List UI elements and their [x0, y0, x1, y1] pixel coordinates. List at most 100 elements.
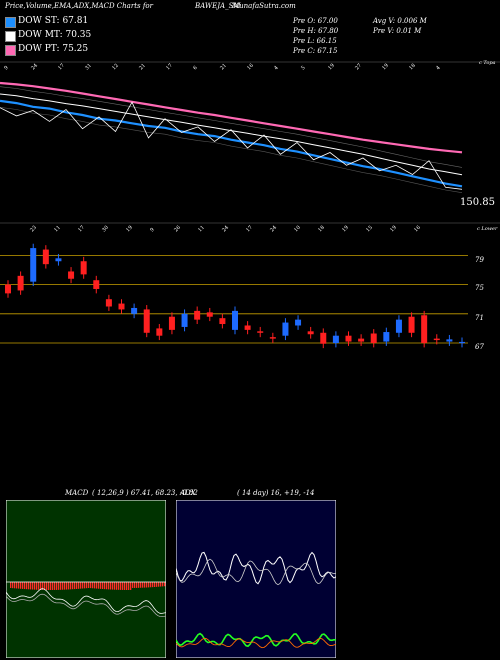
macd-background	[6, 500, 166, 658]
macd-label: MACD	[65, 489, 89, 497]
candle-body	[68, 271, 75, 279]
candle-body	[244, 325, 251, 330]
candle-body	[143, 309, 150, 333]
candle-body	[156, 328, 163, 336]
candle-body	[194, 310, 201, 320]
dow-st-line	[0, 99, 463, 188]
candle-body	[307, 331, 314, 335]
macd-hist-bar	[46, 582, 48, 590]
candle-body	[408, 316, 415, 333]
candle-body	[131, 307, 138, 314]
macd-hist-bar	[138, 582, 140, 588]
macd-signal-line	[6, 593, 166, 618]
macd-hist-bar	[74, 582, 76, 590]
macd-hist-bar	[136, 582, 138, 588]
macd-hist-bar	[120, 582, 122, 590]
price-date-label: 17	[165, 63, 174, 72]
macd-hist-bar	[144, 582, 146, 588]
macd-hist-bar	[106, 582, 108, 590]
envelope-upper-line	[0, 86, 463, 168]
macd-hist-bar	[78, 582, 80, 589]
candle-body	[5, 284, 11, 294]
candle-date-label: 10	[293, 225, 302, 233]
macd-hist-bar	[24, 582, 26, 590]
candle-body	[55, 258, 62, 262]
price-date-label: 4	[435, 65, 441, 71]
macd-hist-bar	[64, 582, 66, 590]
macd-hist-bar	[158, 582, 160, 587]
macd-hist-bar	[146, 582, 148, 588]
y-label-71: 71	[475, 314, 484, 322]
macd-hist-bar	[14, 582, 16, 589]
macd-hist-bar	[122, 582, 124, 590]
candle-date-label: 30	[101, 225, 110, 233]
close-price-line	[0, 101, 463, 190]
macd-hist-bar	[102, 582, 104, 590]
macd-hist-bar	[160, 582, 162, 587]
macd-hist-bar	[80, 582, 82, 589]
candle-body	[93, 280, 100, 289]
macd-hist-bar	[126, 582, 128, 590]
macd-hist-bar	[42, 582, 44, 590]
macd-hist-bar	[12, 582, 14, 589]
macd-hist-bar	[132, 582, 134, 588]
macd-hist-bar	[10, 582, 12, 588]
candle-date-label: 23	[29, 225, 38, 233]
y-label-75: 75	[475, 284, 484, 292]
candle-date-label: 9	[149, 227, 155, 233]
candle-body	[206, 312, 213, 317]
macd-hist-bar	[66, 582, 68, 590]
macd-hist-bar	[130, 582, 132, 590]
macd-hist-bar	[22, 582, 24, 589]
candle-body	[80, 261, 87, 275]
dow-pt-line	[0, 81, 463, 154]
macd-hist-bar	[164, 582, 166, 587]
macd-hist-bar	[82, 582, 84, 589]
site-label: MunafaSutra.com	[232, 2, 296, 10]
price-date-label: 9	[3, 65, 9, 71]
macd-hist-bar	[116, 582, 118, 590]
ohlc-low: Pre L: 66.15	[293, 37, 337, 45]
candle-top-label: c Lower	[477, 226, 498, 232]
legend-swatch-mt	[5, 31, 16, 42]
macd-hist-bar	[154, 582, 156, 587]
adx-plot	[176, 500, 336, 658]
adx-params: ( 14 day) 16, +19, -14	[237, 489, 315, 497]
avg-volume: Avg V: 0.006 M	[373, 17, 427, 25]
candle-body	[30, 248, 37, 282]
macd-hist-bar	[54, 582, 56, 590]
symbol-label: BAWEJA_SM	[195, 2, 241, 10]
macd-hist-bar	[98, 582, 100, 589]
macd-hist-bar	[104, 582, 106, 590]
macd-hist-bar	[94, 582, 96, 589]
macd-hist-bar	[88, 582, 90, 589]
legend-st-label: DOW ST: 67.81	[18, 16, 89, 26]
price-date-label: 21	[138, 63, 147, 72]
candle-body	[269, 337, 276, 339]
macd-hist-bar	[36, 582, 38, 590]
price-date-label: 12	[111, 63, 120, 72]
candlestick-plot: 23 11 17 30 19 9 26 11 24 17 24 10 18 19 15 19 16	[0, 225, 468, 349]
price-date-label: 24	[30, 63, 39, 72]
candle-body	[232, 310, 238, 330]
macd-hist-bar	[50, 582, 52, 590]
macd-hist-bar	[18, 582, 20, 589]
ohlc-open: Pre O: 67.00	[293, 17, 338, 25]
last-price-label: 150.85	[460, 197, 495, 208]
macd-line	[6, 588, 166, 614]
candle-date-label: 11	[197, 225, 206, 233]
price-date-label: 19	[381, 63, 390, 72]
candle-body	[219, 318, 226, 325]
macd-hist-bar	[56, 582, 58, 590]
macd-hist-bar	[162, 582, 164, 587]
candle-body	[320, 332, 327, 344]
candle-body	[395, 319, 402, 333]
macd-hist-bar	[34, 582, 36, 590]
price-date-label: 27	[354, 63, 363, 72]
candle-date-label: 18	[317, 225, 326, 233]
candle-date-label: 19	[389, 225, 398, 233]
macd-hist-bar	[38, 582, 40, 590]
macd-hist-bar	[156, 582, 158, 587]
macd-hist-bar	[96, 582, 98, 589]
